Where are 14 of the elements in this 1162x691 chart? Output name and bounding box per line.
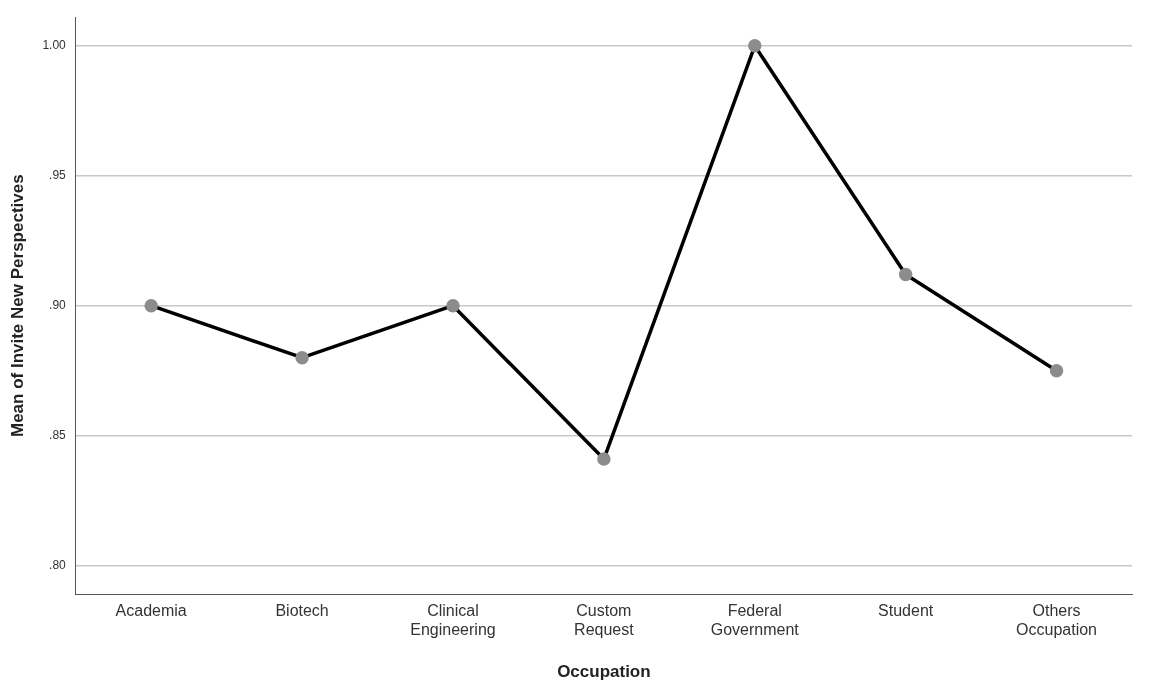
x-tick-label: Biotech [275,602,329,620]
y-tick-label: .80 [49,557,67,572]
y-tick-label: 1.00 [42,38,67,53]
x-tick-label: Federal Government [710,602,800,639]
x-tick-label: Student [878,602,934,620]
x-axis-title: Occupation [557,662,651,682]
x-tick-label: Clinical Engineering [410,602,496,639]
y-tick-label: .95 [49,168,67,183]
y-axis-title: Mean of Invite New Perspectives [7,174,27,438]
x-tick-label: Others Occupation [1016,602,1098,639]
y-tick-label: .85 [49,427,67,442]
x-tick-label: Academia [115,602,187,620]
y-tick-label: .90 [49,298,67,313]
x-tick-label: Custom Request [574,602,635,639]
